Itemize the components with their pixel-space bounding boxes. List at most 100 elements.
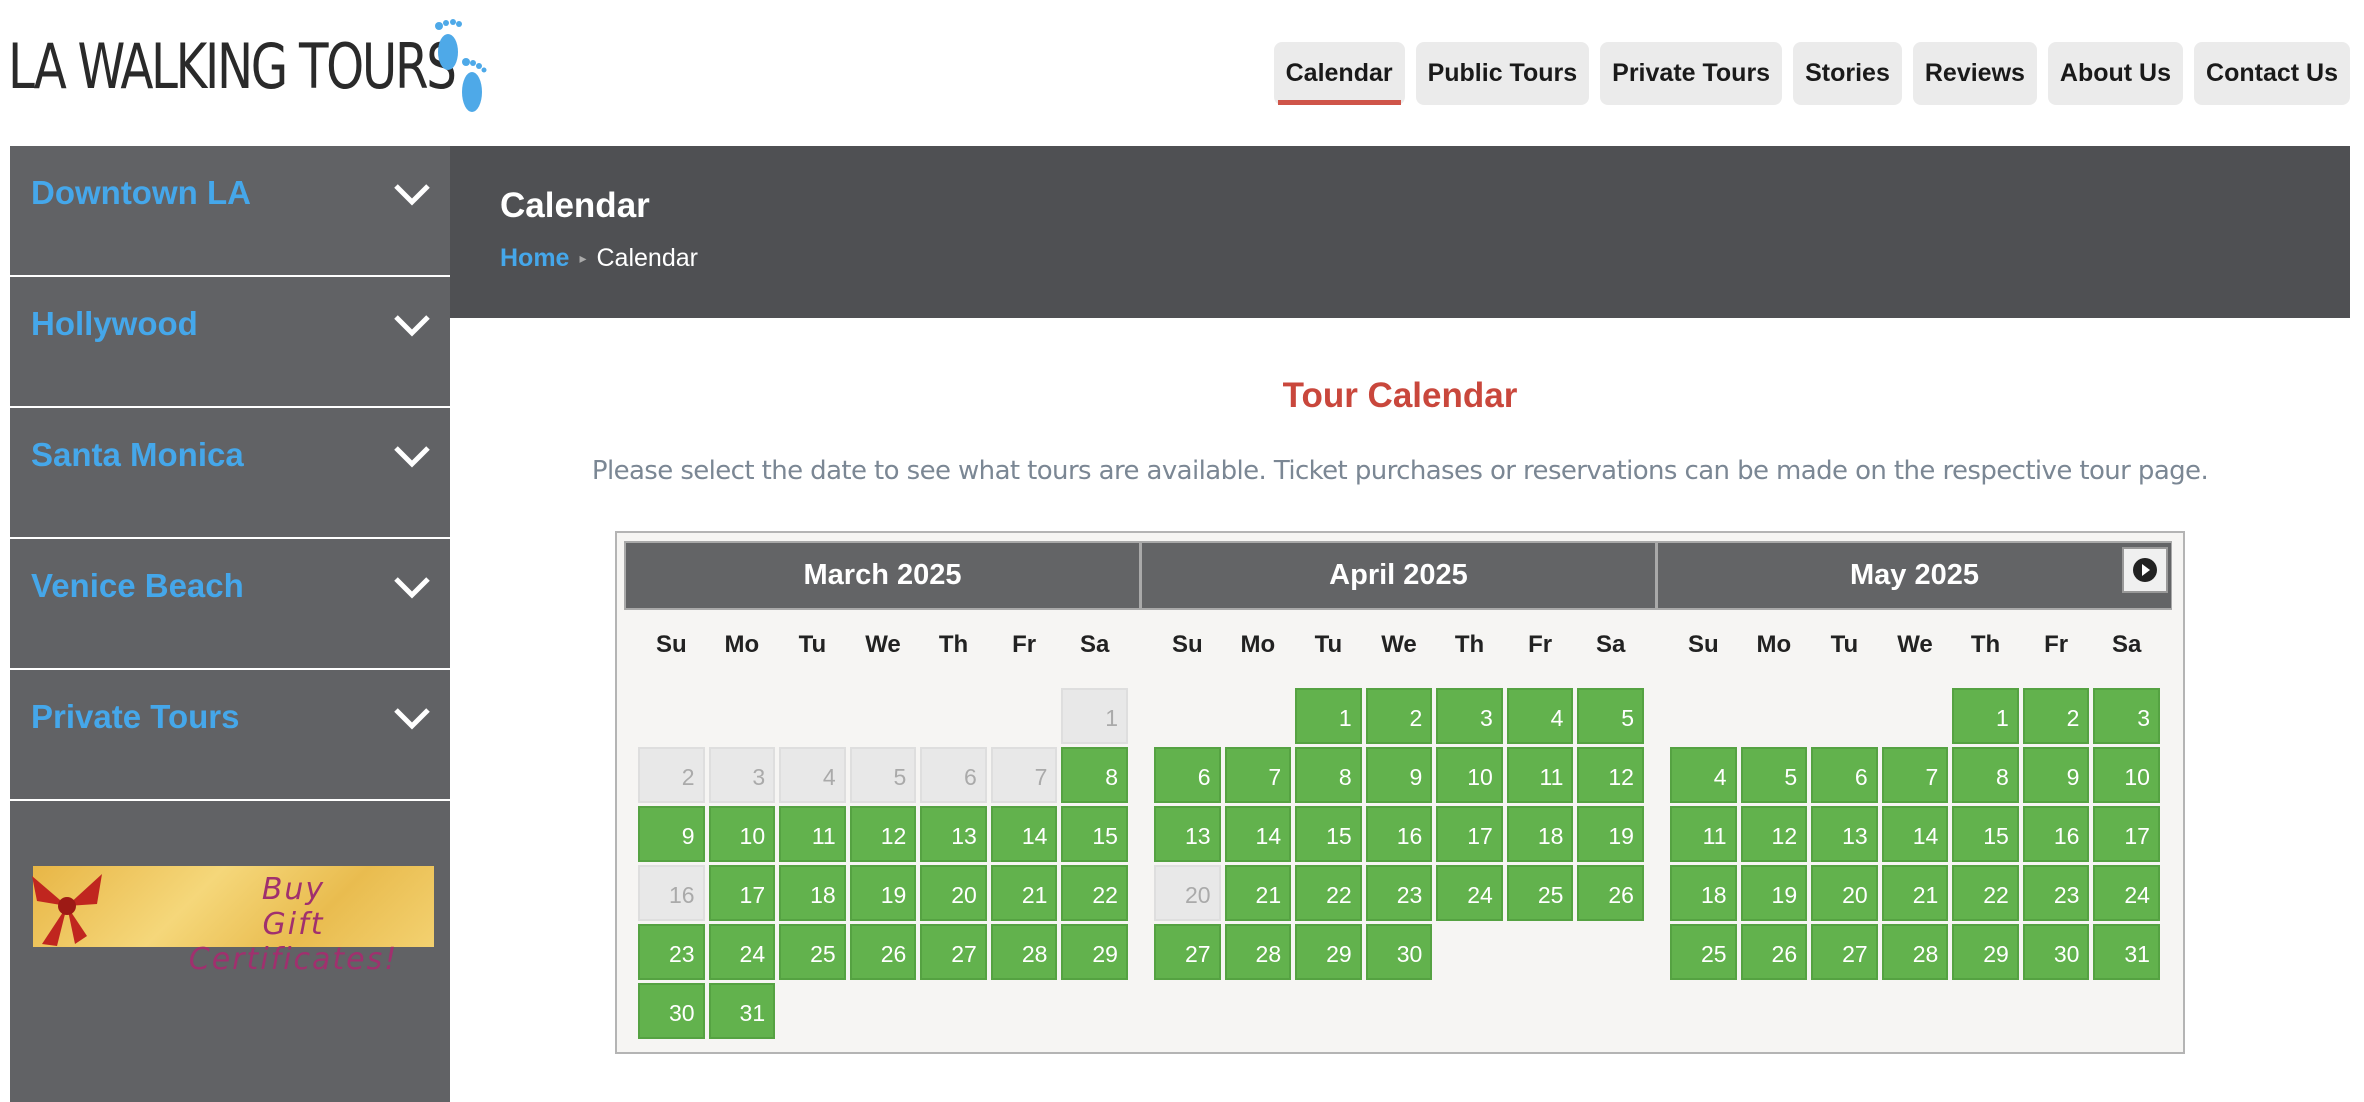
day-available[interactable]: 17 xyxy=(1436,806,1503,862)
day-available[interactable]: 15 xyxy=(1061,806,1128,862)
day-available[interactable]: 30 xyxy=(638,983,705,1039)
day-available[interactable]: 26 xyxy=(849,924,917,980)
day-available[interactable]: 13 xyxy=(920,806,987,862)
day-available[interactable]: 24 xyxy=(1436,865,1503,921)
day-available[interactable]: 17 xyxy=(2093,806,2160,862)
day-available[interactable]: 20 xyxy=(1811,865,1878,921)
day-available[interactable]: 21 xyxy=(990,865,1058,921)
day-available[interactable]: 5 xyxy=(1577,688,1644,744)
chevron-down-icon[interactable] xyxy=(392,442,432,472)
day-available[interactable]: 26 xyxy=(1740,924,1808,980)
nav-calendar[interactable]: Calendar xyxy=(1273,42,1405,105)
day-available[interactable]: 23 xyxy=(1365,865,1433,921)
day-available[interactable]: 3 xyxy=(1436,688,1503,744)
day-available[interactable]: 22 xyxy=(1295,865,1362,921)
day-available[interactable]: 11 xyxy=(779,806,846,862)
day-available[interactable]: 21 xyxy=(1881,865,1949,921)
day-available[interactable]: 6 xyxy=(1154,747,1221,803)
day-available[interactable]: 11 xyxy=(1670,806,1737,862)
day-available[interactable]: 6 xyxy=(1811,747,1878,803)
day-available[interactable]: 28 xyxy=(1881,924,1949,980)
day-available[interactable]: 30 xyxy=(2022,924,2090,980)
day-available[interactable]: 9 xyxy=(2022,747,2090,803)
day-available[interactable]: 3 xyxy=(2093,688,2160,744)
sidebar-item-private-tours[interactable]: Private Tours xyxy=(10,670,450,801)
day-available[interactable]: 24 xyxy=(708,924,776,980)
day-available[interactable]: 29 xyxy=(1061,924,1128,980)
day-available[interactable]: 1 xyxy=(1295,688,1362,744)
chevron-down-icon[interactable] xyxy=(392,180,432,210)
sidebar-item-venice-beach[interactable]: Venice Beach xyxy=(10,539,450,670)
chevron-down-icon[interactable] xyxy=(392,573,432,603)
nav-contact-us[interactable]: Contact Us xyxy=(2194,42,2350,105)
day-available[interactable]: 29 xyxy=(1952,924,2019,980)
nav-stories[interactable]: Stories xyxy=(1793,42,1902,105)
day-available[interactable]: 7 xyxy=(1224,747,1292,803)
day-available[interactable]: 9 xyxy=(638,806,705,862)
sidebar-item-santa-monica[interactable]: Santa Monica xyxy=(10,408,450,539)
day-available[interactable]: 18 xyxy=(1670,865,1737,921)
day-available[interactable]: 24 xyxy=(2093,865,2160,921)
day-available[interactable]: 25 xyxy=(1506,865,1574,921)
day-available[interactable]: 31 xyxy=(2093,924,2160,980)
sidebar-item-hollywood[interactable]: Hollywood xyxy=(10,277,450,408)
day-available[interactable]: 16 xyxy=(1365,806,1433,862)
day-available[interactable]: 30 xyxy=(1365,924,1433,980)
day-available[interactable]: 18 xyxy=(1506,806,1574,862)
day-available[interactable]: 27 xyxy=(1154,924,1221,980)
day-available[interactable]: 14 xyxy=(1881,806,1949,862)
day-available[interactable]: 19 xyxy=(1577,806,1644,862)
day-available[interactable]: 23 xyxy=(638,924,705,980)
day-available[interactable]: 20 xyxy=(920,865,987,921)
chevron-down-icon[interactable] xyxy=(392,311,432,341)
day-available[interactable]: 15 xyxy=(1295,806,1362,862)
nav-private-tours[interactable]: Private Tours xyxy=(1600,42,1783,105)
day-available[interactable]: 10 xyxy=(708,806,776,862)
day-available[interactable]: 5 xyxy=(1740,747,1808,803)
day-available[interactable]: 26 xyxy=(1577,865,1644,921)
day-available[interactable]: 7 xyxy=(1881,747,1949,803)
day-available[interactable]: 19 xyxy=(849,865,917,921)
day-available[interactable]: 23 xyxy=(2022,865,2090,921)
day-available[interactable]: 25 xyxy=(779,924,846,980)
nav-public-tours[interactable]: Public Tours xyxy=(1415,42,1590,105)
day-available[interactable]: 28 xyxy=(1224,924,1292,980)
next-month-button[interactable] xyxy=(2122,547,2168,593)
day-available[interactable]: 25 xyxy=(1670,924,1737,980)
day-available[interactable]: 13 xyxy=(1811,806,1878,862)
day-available[interactable]: 19 xyxy=(1740,865,1808,921)
chevron-down-icon[interactable] xyxy=(392,704,432,734)
day-available[interactable]: 28 xyxy=(990,924,1058,980)
day-available[interactable]: 2 xyxy=(2022,688,2090,744)
day-available[interactable]: 10 xyxy=(1436,747,1503,803)
day-available[interactable]: 9 xyxy=(1365,747,1433,803)
day-available[interactable]: 22 xyxy=(1061,865,1128,921)
day-available[interactable]: 4 xyxy=(1506,688,1574,744)
day-available[interactable]: 12 xyxy=(849,806,917,862)
day-available[interactable]: 8 xyxy=(1295,747,1362,803)
day-available[interactable]: 15 xyxy=(1952,806,2019,862)
day-available[interactable]: 1 xyxy=(1952,688,2019,744)
day-available[interactable]: 31 xyxy=(708,983,776,1039)
nav-reviews[interactable]: Reviews xyxy=(1912,42,2037,105)
gift-certificates-banner[interactable]: Buy Gift Certificates! xyxy=(32,866,434,977)
day-available[interactable]: 17 xyxy=(708,865,776,921)
day-available[interactable]: 14 xyxy=(990,806,1058,862)
day-available[interactable]: 8 xyxy=(1061,747,1128,803)
day-available[interactable]: 2 xyxy=(1365,688,1433,744)
day-available[interactable]: 27 xyxy=(920,924,987,980)
day-available[interactable]: 12 xyxy=(1740,806,1808,862)
day-available[interactable]: 10 xyxy=(2093,747,2160,803)
day-available[interactable]: 11 xyxy=(1506,747,1574,803)
sidebar-item-downtown-la[interactable]: Downtown LA xyxy=(10,146,450,277)
day-available[interactable]: 12 xyxy=(1577,747,1644,803)
logo[interactable]: LA WALKING TOURS xyxy=(8,12,487,120)
day-available[interactable]: 13 xyxy=(1154,806,1221,862)
day-available[interactable]: 22 xyxy=(1952,865,2019,921)
day-available[interactable]: 27 xyxy=(1811,924,1878,980)
day-available[interactable]: 14 xyxy=(1224,806,1292,862)
day-available[interactable]: 8 xyxy=(1952,747,2019,803)
day-available[interactable]: 4 xyxy=(1670,747,1737,803)
nav-about-us[interactable]: About Us xyxy=(2047,42,2184,105)
day-available[interactable]: 16 xyxy=(2022,806,2090,862)
